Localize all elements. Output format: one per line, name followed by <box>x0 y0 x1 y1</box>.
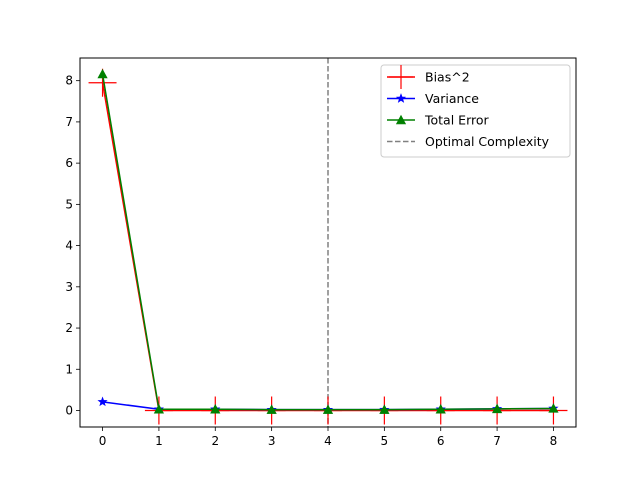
series-2-point-8 <box>548 403 559 413</box>
x-tick-label-0: 0 <box>99 434 107 448</box>
y-tick-label-3: 3 <box>65 280 73 294</box>
series-2-point-3 <box>266 404 277 414</box>
x-tick-label-8: 8 <box>550 434 558 448</box>
x-tick-label-2: 2 <box>211 434 219 448</box>
y-tick-label-8: 8 <box>65 74 73 88</box>
legend-label-3: Optimal Complexity <box>425 134 550 149</box>
legend-marker-2 <box>395 114 407 125</box>
y-tick-label-2: 2 <box>65 321 73 335</box>
legend-marker-0 <box>389 65 413 89</box>
legend-marker-1 <box>395 93 407 103</box>
legend-label-2: Total Error <box>424 113 489 128</box>
y-tick-label-6: 6 <box>65 156 73 170</box>
y-tick-label-7: 7 <box>65 115 73 129</box>
chart-axes: 0 1 2 3 4 5 6 7 8 0 1 2 3 4 5 6 7 8 <box>65 57 577 448</box>
x-tick-label-6: 6 <box>437 434 445 448</box>
y-tick-label-5: 5 <box>65 197 73 211</box>
legend-box <box>380 64 571 158</box>
x-tick-label-5: 5 <box>381 434 389 448</box>
legend-label-0: Bias^2 <box>425 70 470 85</box>
series-1-point-0 <box>97 396 108 407</box>
series-2-point-5 <box>379 404 390 414</box>
y-tick-label-4: 4 <box>65 239 73 253</box>
legend: Bias^2 Variance Total Error Optimal Complex… <box>380 64 571 158</box>
y-tick-label-0: 0 <box>65 404 73 418</box>
series-2-point-4 <box>322 404 334 414</box>
x-tick-label-7: 7 <box>493 434 501 448</box>
x-tick-label-1: 1 <box>155 434 163 448</box>
series-2-point-7 <box>491 403 503 414</box>
y-tick-label-1: 1 <box>65 362 73 376</box>
chart-marks <box>88 58 568 427</box>
series-2-point-0 <box>97 68 108 79</box>
series-2-point-2 <box>210 404 221 414</box>
legend-label-1: Variance <box>425 91 479 106</box>
series-2-point-1 <box>153 404 165 414</box>
x-tick-label-3: 3 <box>268 434 276 448</box>
x-tick-label-4: 4 <box>324 434 332 448</box>
series-2-point-6 <box>435 404 446 414</box>
